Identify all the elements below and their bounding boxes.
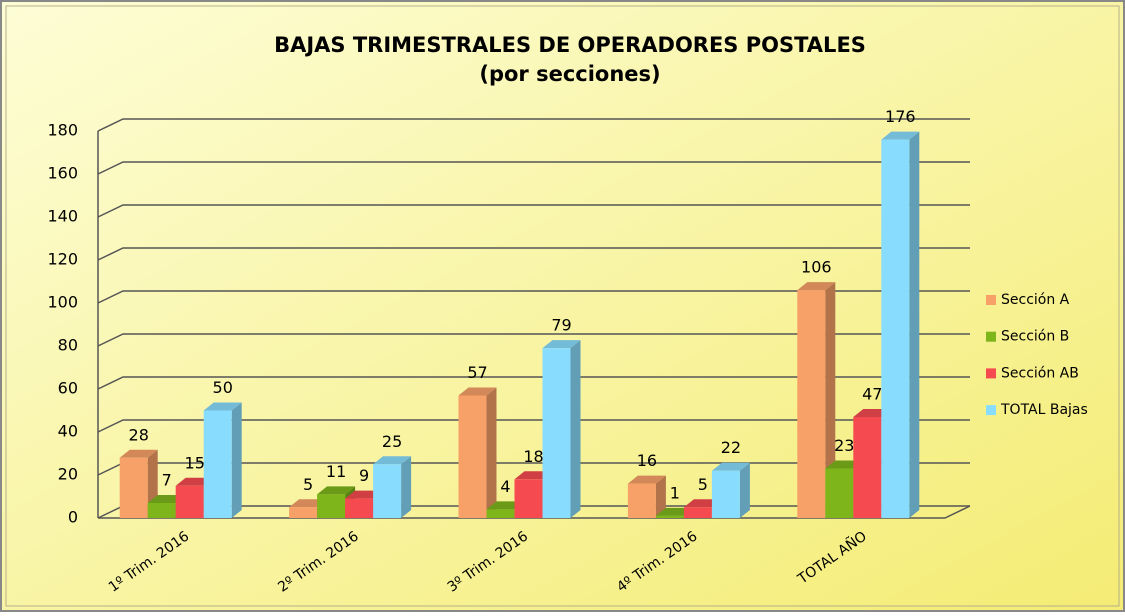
bar-3d: [881, 131, 920, 518]
grid-line: [97, 376, 970, 390]
bar: [683, 507, 712, 518]
y-tick-label: 80: [58, 336, 78, 355]
grid-line: [97, 290, 970, 304]
bar-top: [119, 449, 158, 458]
bar-top: [203, 402, 242, 411]
bar-3d: [797, 282, 836, 518]
value-label: 57: [467, 363, 487, 382]
bar-top: [797, 282, 836, 291]
grid-line: [97, 247, 970, 261]
grid-line: [97, 204, 970, 218]
bar: [514, 479, 543, 518]
grid-line: [97, 161, 970, 175]
y-tick-label: 160: [47, 164, 78, 183]
legend-label: Sección A: [1001, 292, 1070, 308]
bar-3d: [458, 387, 497, 518]
bar: [119, 457, 148, 518]
bar-top: [542, 340, 581, 349]
bar: [317, 494, 346, 518]
legend-label: Sección AB: [1001, 365, 1079, 381]
grid-line: [97, 333, 970, 347]
bar: [486, 509, 515, 518]
bar: [203, 410, 232, 518]
legend-swatch: [986, 368, 996, 379]
value-label: 5: [698, 475, 708, 494]
value-label: 5: [303, 475, 313, 494]
bar-side: [655, 475, 666, 518]
bar-side: [739, 462, 750, 518]
y-tick-label: 180: [47, 121, 78, 140]
bar-top: [711, 462, 750, 471]
value-label: 79: [551, 316, 571, 335]
value-label: 9: [359, 466, 369, 485]
bar-top: [373, 456, 412, 465]
value-label: 176: [885, 107, 916, 126]
value-label: 1: [670, 483, 680, 502]
legend-swatch: [986, 331, 996, 342]
bar: [711, 470, 740, 518]
legend-label: TOTAL Bajas: [1000, 402, 1088, 418]
legend-swatch: [986, 405, 996, 416]
bar-side: [909, 131, 920, 518]
y-tick-label: 140: [47, 207, 78, 226]
bar-3d: [203, 402, 242, 518]
value-label: 7: [162, 470, 172, 489]
bar-side: [401, 456, 412, 518]
bar: [655, 515, 684, 518]
value-label: 23: [834, 436, 854, 455]
value-label: 106: [801, 258, 832, 277]
bar-3d: [373, 456, 412, 518]
bar: [458, 395, 487, 518]
bar: [627, 483, 656, 518]
bar-side: [231, 402, 242, 518]
bar: [797, 290, 826, 518]
bar-side: [486, 387, 497, 518]
grid-line: [97, 118, 970, 132]
value-label: 18: [523, 447, 543, 466]
bar: [175, 485, 204, 518]
y-tick-label: 120: [47, 250, 78, 269]
grid-line: [97, 419, 970, 433]
bar-side: [825, 282, 836, 518]
bar: [825, 468, 854, 518]
chart-subtitle: (por secciones): [479, 62, 660, 86]
chart-title: BAJAS TRIMESTRALES DE OPERADORES POSTALE…: [274, 33, 866, 57]
y-tick-label: 100: [47, 293, 78, 312]
y-tick-label: 20: [58, 465, 78, 484]
bar-3d: [542, 340, 581, 518]
y-tick-label: 60: [58, 379, 78, 398]
y-tick-label: 0: [68, 508, 78, 527]
bar-top: [317, 486, 356, 495]
bar-3d: [711, 462, 750, 518]
value-label: 28: [129, 425, 149, 444]
value-label: 50: [213, 378, 233, 397]
bar: [542, 348, 571, 518]
legend-label: Sección B: [1001, 329, 1069, 345]
bar: [853, 416, 882, 518]
bar: [373, 464, 402, 518]
legend-swatch: [986, 295, 996, 305]
value-label: 11: [326, 462, 346, 481]
bar: [881, 139, 910, 518]
chart-border: [5, 5, 1120, 607]
bar-top: [458, 387, 497, 396]
value-label: 47: [862, 384, 882, 403]
value-label: 22: [721, 438, 741, 457]
bar-top: [881, 131, 920, 140]
value-label: 16: [637, 451, 657, 470]
bar: [147, 502, 176, 518]
bar: [289, 507, 318, 518]
bar-side: [570, 340, 581, 518]
value-label: 4: [500, 477, 510, 496]
bar-3d: [627, 475, 666, 518]
bar-top: [627, 475, 666, 484]
value-label: 15: [185, 453, 205, 472]
bar: [345, 498, 374, 518]
value-label: 25: [382, 432, 402, 451]
y-tick-label: 40: [58, 422, 78, 441]
